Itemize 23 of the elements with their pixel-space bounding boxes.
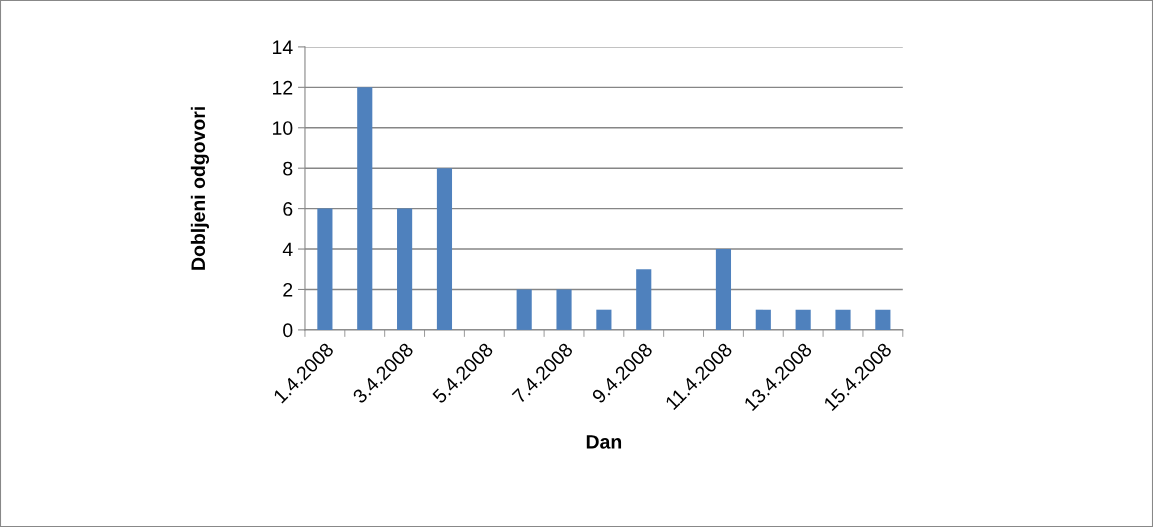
y-tick-label: 4 xyxy=(282,242,293,257)
bar xyxy=(596,309,612,330)
bar xyxy=(357,87,373,330)
bar xyxy=(636,269,652,330)
y-tick-label: 8 xyxy=(283,161,293,176)
bar xyxy=(715,249,732,330)
y-tick-label: 14 xyxy=(273,40,293,54)
y-tick-label: 12 xyxy=(273,80,293,95)
bar xyxy=(835,309,851,330)
bar xyxy=(795,309,811,330)
y-axis-title: Dobljeni odgovori xyxy=(190,107,210,270)
bar xyxy=(516,289,532,330)
bar xyxy=(397,208,413,330)
x-axis-title: Dan xyxy=(586,435,622,449)
bar xyxy=(875,309,891,330)
y-tick-label: 6 xyxy=(283,202,293,216)
y-tick-label: 0 xyxy=(283,323,293,338)
y-tick-label: 2 xyxy=(283,282,293,297)
bar xyxy=(436,168,453,330)
bar xyxy=(556,289,572,330)
bar xyxy=(755,309,771,330)
bar xyxy=(317,208,333,330)
y-tick-label: 10 xyxy=(273,121,293,135)
